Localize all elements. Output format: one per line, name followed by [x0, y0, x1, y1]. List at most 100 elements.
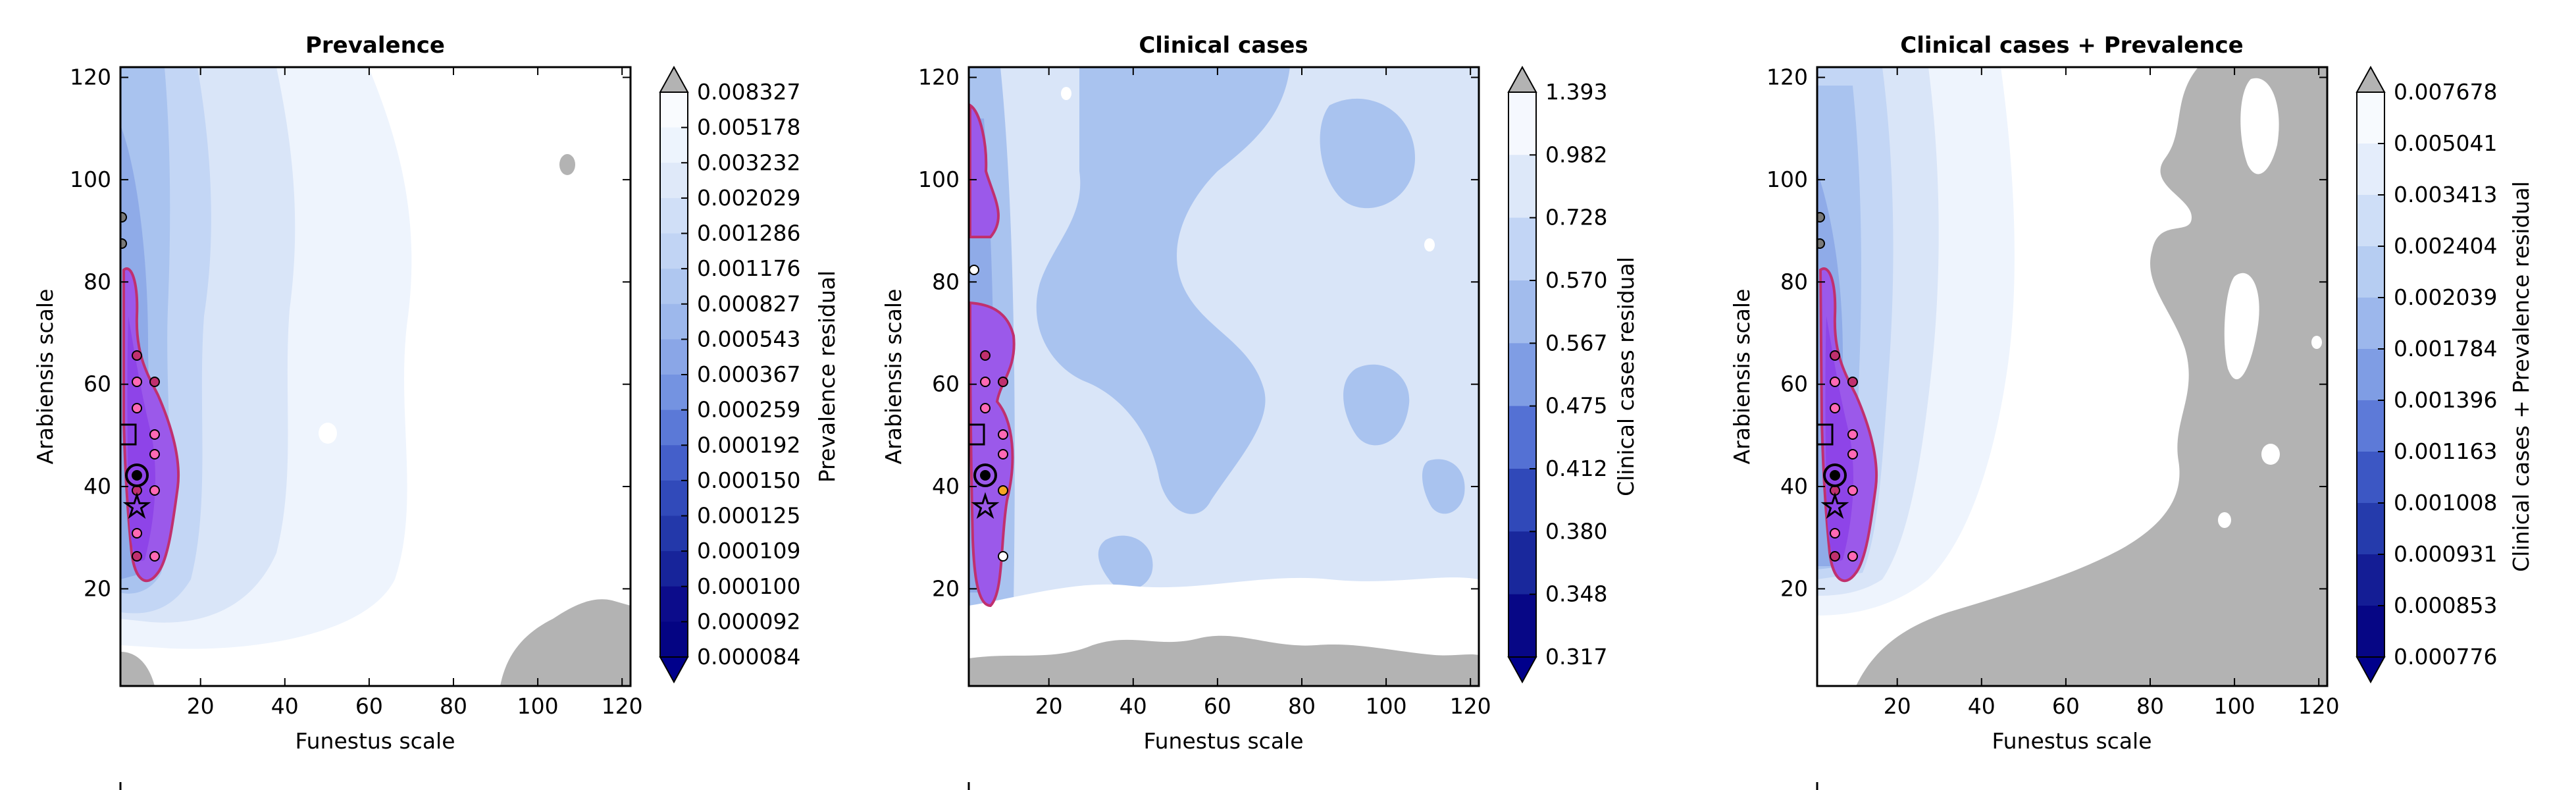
x-tick-label: 20: [1884, 693, 1911, 719]
y-tick-label: 40: [1780, 473, 1808, 499]
y-tick-label: 20: [84, 575, 111, 601]
colorbar-tick-label: 0.000092: [697, 608, 800, 634]
marker-ring: [980, 403, 991, 413]
colorbar-segment: [660, 198, 688, 234]
colorbar-segment: [1508, 217, 1536, 281]
colorbar-tick-label: 0.005178: [697, 115, 800, 140]
white-blob: [1424, 238, 1435, 251]
x-tick-label: 40: [1120, 693, 1147, 719]
colorbar-segment: [1508, 469, 1536, 532]
colorbar-segment: [660, 92, 688, 128]
colorbar-tick-label: 0.001784: [2394, 336, 2497, 361]
axes: 20 40 60 80 100 120 20 40 60 80 100 120: [1766, 65, 2340, 719]
colorbar-segment: [2357, 298, 2384, 350]
colorbar-tick-label: 0.000853: [2394, 592, 2497, 618]
x-tick-label: 60: [2052, 693, 2080, 719]
marker-ring: [980, 377, 991, 387]
x-tick-label: 120: [1450, 693, 1491, 719]
colorbar-extend-bottom: [2356, 656, 2386, 684]
marker-ring: [149, 449, 160, 460]
colorbar-tick-label: 0.412: [1545, 456, 1607, 481]
marker-star: ★: [124, 490, 149, 523]
colorbar-segment: [660, 409, 688, 446]
marker-ring: [998, 429, 1008, 440]
ring-markers: [1817, 212, 1858, 562]
marker-ring: [1847, 449, 1858, 460]
legend-fragment: [119, 782, 1818, 790]
y-tick-label: 80: [932, 269, 960, 294]
colorbar-tick-label: 0.380: [1545, 518, 1607, 544]
marker-ring: [1830, 350, 1840, 361]
plot-area: ★: [120, 67, 631, 686]
colorbar-tick-label: 0.002404: [2394, 233, 2497, 259]
colorbar-segment: [2357, 606, 2384, 658]
colorbar-segment: [1508, 594, 1536, 658]
y-axis-label: Arabiensis scale: [32, 289, 58, 465]
colorbar-tick-label: 0.000125: [697, 503, 800, 529]
contour-mid-patch: [1098, 535, 1153, 591]
x-tick-label: 100: [1366, 693, 1407, 719]
ring-markers: [969, 265, 1008, 562]
marker-ring: [998, 485, 1008, 496]
colorbar-tick-label: 0.007678: [2394, 79, 2497, 105]
x-tick-label: 40: [1968, 693, 1996, 719]
marker-circle: [973, 463, 997, 487]
colorbar-segment: [1508, 531, 1536, 595]
marker-square: [969, 423, 985, 446]
colorbar-extend-bottom: [659, 656, 689, 684]
colorbar-tick-label: 0.000543: [697, 326, 800, 352]
marker-square: [120, 423, 137, 446]
marker-ring: [132, 551, 142, 562]
colorbar-tick-label: 0.000827: [697, 291, 800, 317]
x-axis-label: Funestus scale: [1992, 728, 2151, 754]
marker-ring: [969, 265, 979, 275]
colorbar-tick-label: 0.570: [1545, 267, 1607, 293]
marker-circle: [1823, 463, 1847, 487]
purple-region: [969, 103, 1000, 238]
colorbar-label: Prevalence residual: [814, 271, 840, 483]
marker-ring: [149, 485, 160, 496]
y-tick-label: 40: [84, 473, 111, 499]
colorbar-tick-label: 1.393: [1545, 79, 1607, 105]
colorbar-tick-label: 0.003413: [2394, 182, 2497, 207]
marker-ring: [1847, 551, 1858, 562]
x-tick-label: 20: [187, 693, 215, 719]
colorbar-tick-label: 0.000100: [697, 573, 800, 599]
x-tick-label: 60: [1204, 693, 1231, 719]
white-blob: [2218, 512, 2231, 528]
colorbar-extend-top: [659, 65, 689, 93]
contour-mid-patch: [1343, 364, 1410, 446]
colorbar-segment: [1508, 343, 1536, 407]
y-tick-label: 20: [1780, 575, 1808, 601]
colorbar-extend-top: [2356, 65, 2386, 93]
colorbar-segment: [660, 621, 688, 658]
colorbar-segment: [2357, 400, 2384, 452]
colorbar-tick-label: 0.000084: [697, 644, 800, 670]
colorbar-segment: [2357, 92, 2384, 144]
colorbar-tick-label: 0.475: [1545, 393, 1607, 419]
colorbar-extend-bottom: [1507, 656, 1537, 684]
pale-blob: [319, 423, 337, 444]
colorbar-tick-label: 0.000109: [697, 538, 800, 564]
grey-region: [1856, 67, 2327, 686]
colorbar-segment: [660, 551, 688, 587]
purple-core: [1825, 316, 1853, 561]
y-tick-label: 120: [918, 65, 960, 90]
colorbar-segment: [1508, 280, 1536, 344]
colorbar-tick-label: 0.001008: [2394, 490, 2497, 515]
y-tick-label: 60: [1780, 371, 1808, 397]
colorbar-segment: [660, 233, 688, 269]
colorbar-tick-label: 0.002029: [697, 185, 800, 211]
axes: 20 40 60 80 100 120 20 40 60 80 100 120: [918, 65, 1491, 719]
marker-ring: [1847, 429, 1858, 440]
colorbar-segment: [660, 163, 688, 199]
marker-circle-dot: [1830, 470, 1840, 481]
x-tick-label: 100: [517, 693, 559, 719]
x-tick-label: 80: [2136, 693, 2164, 719]
marker-square: [1817, 423, 1834, 446]
x-axis-label: Funestus scale: [1143, 728, 1303, 754]
colorbar-segment: [660, 445, 688, 481]
colorbar-tick-label: 0.000776: [2394, 644, 2497, 670]
contour-mid-patch: [1422, 459, 1465, 514]
plot-frame: [967, 66, 1480, 687]
